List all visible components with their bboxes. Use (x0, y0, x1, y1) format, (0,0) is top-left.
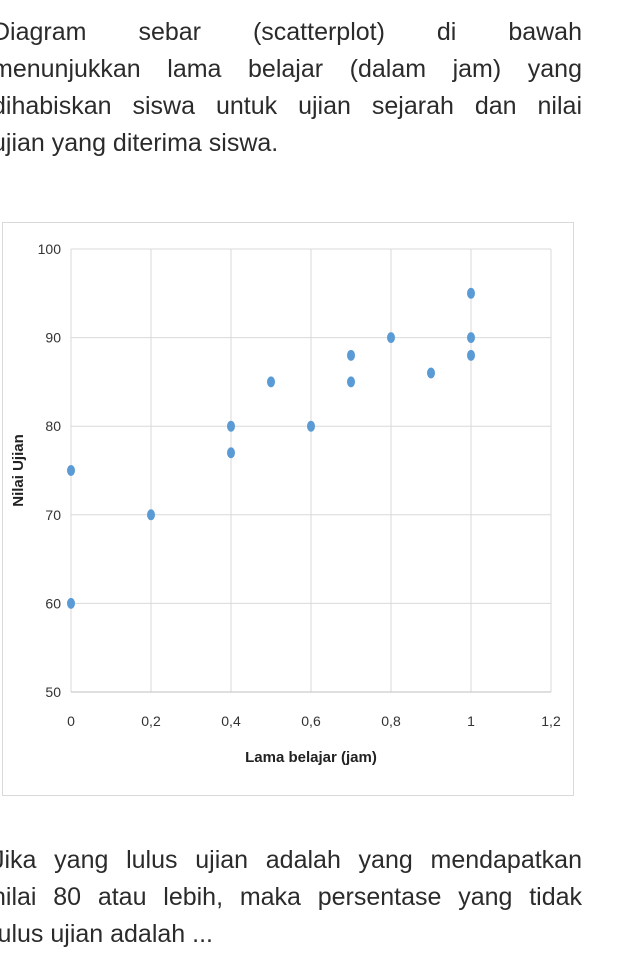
data-point (467, 287, 475, 299)
y-tick-label: 60 (45, 595, 61, 611)
scatter-chart-canvas: 0 0,2 0,4 0,6 0,8 1 1,2 50 60 70 80 90 100 Lama belaj… (10, 241, 561, 766)
y-tick-label: 100 (38, 241, 62, 257)
y-tick-label: 80 (45, 418, 61, 434)
y-tick-label: 90 (45, 330, 61, 346)
intro-line: menunjukkan lama belajar (dalam jam) yan… (0, 55, 582, 83)
data-point (147, 509, 155, 521)
data-point (67, 597, 75, 609)
x-axis-title: Lama belajar (jam) (245, 749, 377, 766)
data-point (227, 447, 235, 459)
question-line: nilai 80 atau lebih, maka persentase yan… (0, 883, 582, 911)
question-line: lulus ujian adalah ... (0, 920, 213, 948)
data-point (467, 349, 475, 361)
intro-line: ujian yang diterima siswa. (0, 129, 279, 157)
y-axis-title: Nilai Ujian (10, 434, 27, 507)
data-point (267, 376, 275, 388)
x-tick-label: 0,4 (221, 713, 241, 729)
x-tick-label: 0,6 (301, 713, 321, 729)
data-point (387, 332, 395, 344)
y-tick-label: 50 (45, 684, 61, 700)
data-point (67, 465, 75, 476)
question-paragraph: Jika yang lulus ujian adalah yang mendap… (0, 842, 582, 953)
x-tick-label: 1 (467, 713, 475, 729)
x-tick-label: 1,2 (541, 713, 561, 729)
data-point (227, 420, 235, 432)
data-point (347, 376, 355, 388)
question-line: Jika yang lulus ujian adalah yang mendap… (0, 846, 582, 874)
scatter-chart: 0 0,2 0,4 0,6 0,8 1 1,2 50 60 70 80 90 100 Lama belaj… (2, 222, 574, 796)
data-point (347, 349, 355, 361)
data-point (467, 332, 475, 344)
x-tick-label: 0,8 (381, 713, 401, 729)
y-tick-label: 70 (45, 507, 61, 523)
intro-paragraph: Diagram sebar (scatterplot) di bawah men… (0, 14, 582, 162)
data-point (307, 420, 315, 432)
x-tick-label: 0 (67, 713, 75, 729)
x-tick-label: 0,2 (141, 713, 161, 729)
intro-line: Diagram sebar (scatterplot) di bawah (0, 18, 582, 46)
data-point (427, 367, 435, 379)
intro-line: dihabiskan siswa untuk ujian sejarah dan… (0, 92, 582, 120)
